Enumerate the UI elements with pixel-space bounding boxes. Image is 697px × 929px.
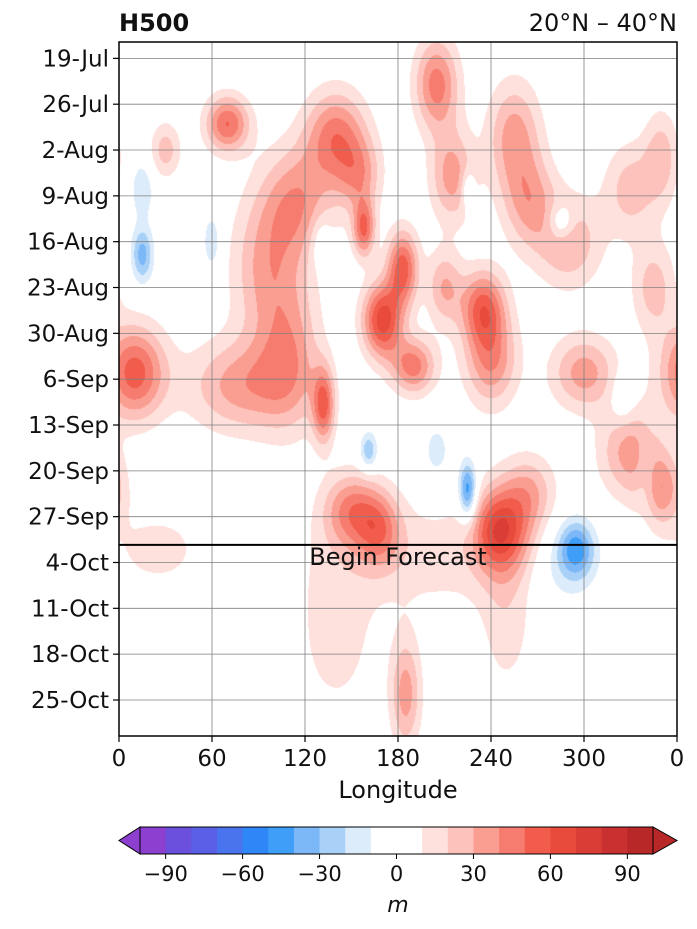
x-tick-label: 60	[197, 746, 226, 772]
colorbar-swatch	[293, 827, 321, 854]
colorbar: −90 −60 −30 0 30 60 90	[118, 826, 679, 886]
grid-lines	[119, 42, 677, 736]
colorbar-swatch	[370, 827, 423, 854]
colorbar-swatch	[576, 827, 603, 854]
title-right: 20°N – 40°N	[529, 9, 677, 37]
y-axis-ticks: 19-Jul 26-Jul 2-Aug 9-Aug 16-Aug 23-Aug 30-Aug…	[27, 46, 119, 714]
x-axis-label: Longitude	[338, 776, 457, 804]
colorbar-label: m	[387, 893, 408, 918]
y-tick-label: 4-Oct	[46, 551, 109, 577]
colorbar-swatch	[499, 827, 526, 854]
x-tick-label: 240	[469, 746, 513, 772]
y-tick-label: 18-Oct	[31, 642, 109, 668]
y-tick-label: 27-Sep	[28, 505, 109, 531]
colorbar-swatch	[216, 827, 244, 854]
y-tick-label: 6-Sep	[43, 367, 109, 393]
x-tick-label: 300	[562, 746, 606, 772]
colorbar-swatch	[319, 827, 346, 854]
y-tick-label: 11-Oct	[31, 596, 109, 622]
colorbar-swatch	[140, 827, 167, 854]
colorbar-extend-high	[652, 826, 679, 855]
colorbar-tick-label: 60	[537, 862, 564, 886]
colorbar-extend-low	[118, 826, 141, 855]
colorbar-tick-label: 0	[390, 862, 403, 886]
colorbar-tick-label: −60	[220, 862, 264, 886]
colorbar-tick-label: 30	[460, 862, 487, 886]
x-tick-label: 0	[112, 746, 127, 772]
x-tick-label: 120	[283, 746, 327, 772]
x-axis-ticks: 0 60 120 180 240 300 0	[112, 736, 685, 772]
colorbar-swatch	[242, 827, 269, 854]
colorbar-swatch	[447, 827, 474, 854]
colorbar-swatch	[268, 827, 295, 854]
begin-forecast-label: Begin Forecast	[309, 543, 487, 571]
colorbar-swatch	[627, 827, 654, 854]
y-tick-label: 20-Sep	[28, 459, 109, 485]
colorbar-swatch	[422, 827, 449, 854]
colorbar-swatch	[165, 827, 192, 854]
y-tick-label: 23-Aug	[27, 276, 109, 302]
colorbar-tick-label: 90	[614, 862, 641, 886]
colorbar-swatch	[601, 827, 628, 854]
colorbar-tick-label: −30	[297, 862, 341, 886]
colorbar-swatch	[191, 827, 218, 854]
colorbar-swatch	[345, 827, 372, 854]
x-tick-label: 180	[376, 746, 420, 772]
y-tick-label: 13-Sep	[28, 413, 109, 439]
y-tick-label: 19-Jul	[42, 46, 109, 72]
y-tick-label: 9-Aug	[42, 184, 109, 210]
y-tick-label: 16-Aug	[27, 230, 109, 256]
y-tick-label: 30-Aug	[27, 321, 109, 347]
y-tick-label: 25-Oct	[31, 688, 109, 714]
y-tick-label: 26-Jul	[42, 92, 109, 118]
colorbar-swatch	[550, 827, 577, 854]
title-left: H500	[119, 9, 189, 37]
colorbar-tick-label: −90	[143, 862, 187, 886]
colorbar-swatch	[524, 827, 551, 854]
colorbar-swatch	[473, 827, 500, 854]
x-tick-label: 0	[670, 746, 685, 772]
plot-area: Begin Forecast	[118, 41, 678, 737]
y-tick-label: 2-Aug	[42, 138, 109, 164]
